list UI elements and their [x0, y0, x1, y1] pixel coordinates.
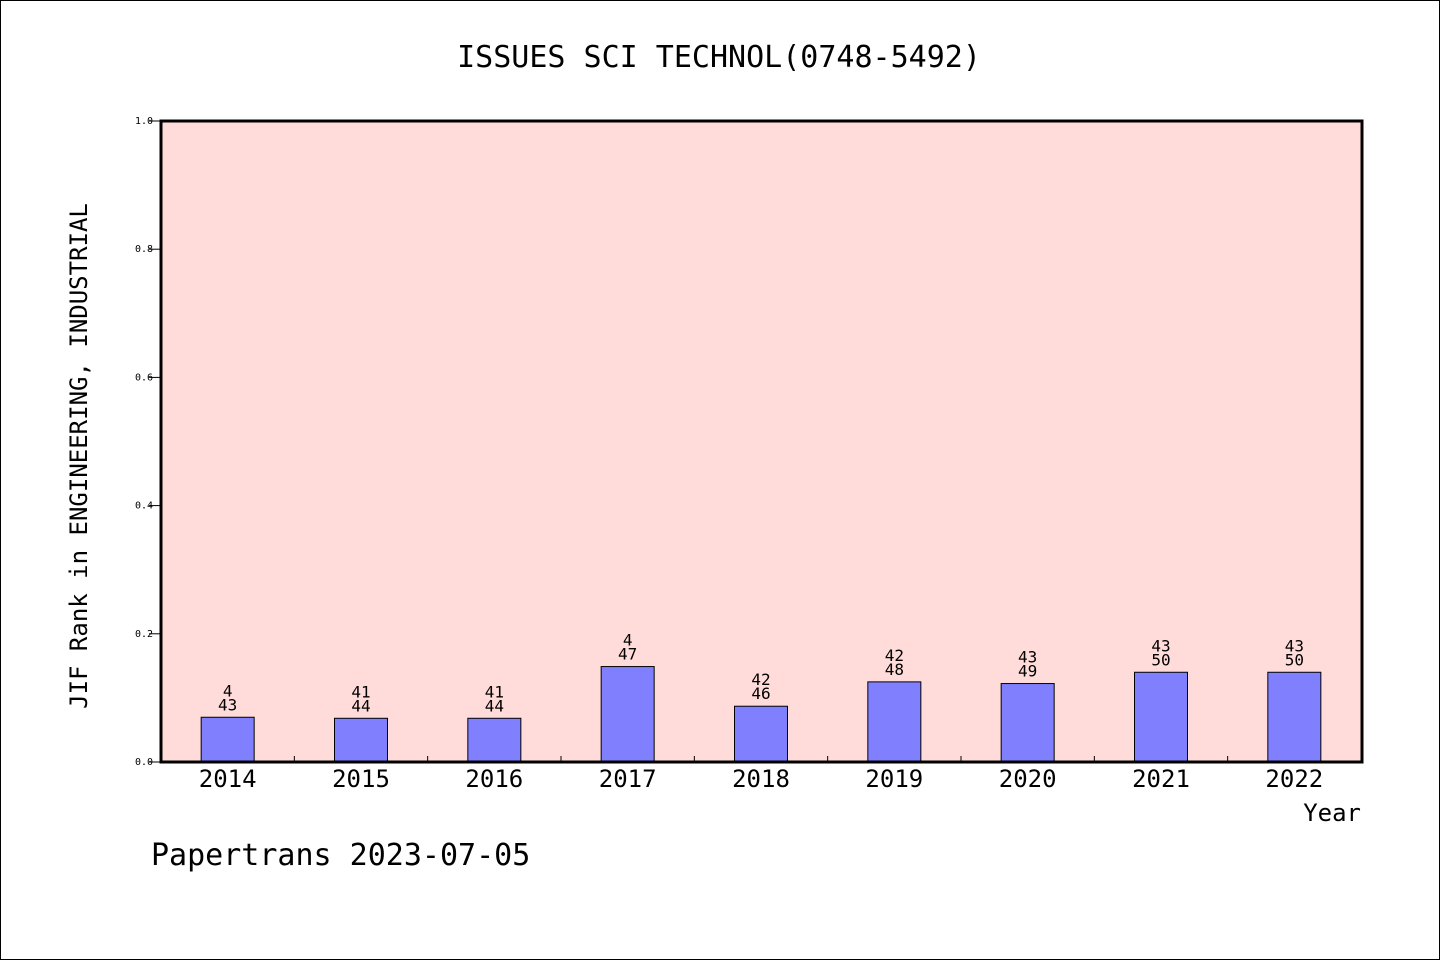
x-tick-label-2015: 2015 [332, 765, 390, 793]
bar-2016 [467, 717, 522, 763]
bar-label-top-2022: 43 [1285, 636, 1304, 655]
y-tick-label-0.6: 0.6 [135, 372, 153, 383]
bar-2020 [1000, 683, 1055, 763]
y-tick-label-0.0: 0.0 [135, 757, 153, 768]
plot-border [159, 119, 1364, 764]
bar-label-bottom-2015: 44 [351, 696, 370, 715]
bar-label-bottom-2017: 47 [618, 645, 637, 664]
bar-label-top-2021: 43 [1151, 636, 1170, 655]
bar-2017 [600, 666, 655, 763]
footer-text: Papertrans 2023-07-05 [151, 838, 530, 873]
y-tick-label-1.0: 1.0 [135, 116, 153, 127]
x-tick-label-2014: 2014 [199, 765, 257, 793]
bar-label-bottom-2022: 50 [1285, 650, 1304, 669]
x-tick-label-2019: 2019 [865, 765, 923, 793]
plot-area [161, 121, 1362, 762]
bar-2014 [200, 716, 255, 763]
y-tick-label-0.4: 0.4 [135, 501, 153, 512]
bar-2019 [867, 681, 922, 763]
x-tick-label-2017: 2017 [599, 765, 657, 793]
y-axis-label: JIF Rank in ENGINEERING, INDUSTRIAL [65, 203, 93, 709]
bar-label-bottom-2019: 48 [885, 660, 904, 679]
bar-label-top-2016: 41 [485, 682, 504, 701]
bar-label-top-2017: 4 [623, 631, 633, 650]
bar-label-bottom-2018: 46 [751, 684, 770, 703]
bar-label-bottom-2021: 50 [1151, 650, 1170, 669]
bar-label-top-2015: 41 [351, 682, 370, 701]
bar-label-top-2018: 42 [751, 670, 770, 689]
y-tick-label-0.8: 0.8 [135, 244, 153, 255]
chart-title: ISSUES SCI TECHNOL(0748-5492) [457, 40, 981, 75]
bar-2018 [734, 705, 788, 763]
ticks-group: 2014 2015 2016 2017 2018 2019 2020 2021 2022 0.0 0… [135, 116, 1323, 793]
bar-2021 [1134, 671, 1188, 763]
bar-label-top-2014: 4 [223, 681, 233, 700]
bar-label-top-2020: 43 [1018, 648, 1037, 667]
bar-2022 [1267, 671, 1322, 763]
bar-label-bottom-2020: 49 [1018, 662, 1037, 681]
x-tick-label-2020: 2020 [999, 765, 1057, 793]
bar-label-bottom-2014: 43 [218, 695, 237, 714]
x-tick-label-2021: 2021 [1132, 765, 1190, 793]
x-tick-label-2016: 2016 [465, 765, 523, 793]
x-axis-label: Year [1303, 799, 1361, 827]
bar-label-bottom-2016: 44 [485, 696, 504, 715]
x-tick-label-2022: 2022 [1265, 765, 1323, 793]
bar-2015 [334, 717, 388, 763]
bar-label-top-2019: 42 [885, 646, 904, 665]
y-tick-label-0.2: 0.2 [135, 629, 153, 640]
x-tick-label-2018: 2018 [732, 765, 790, 793]
